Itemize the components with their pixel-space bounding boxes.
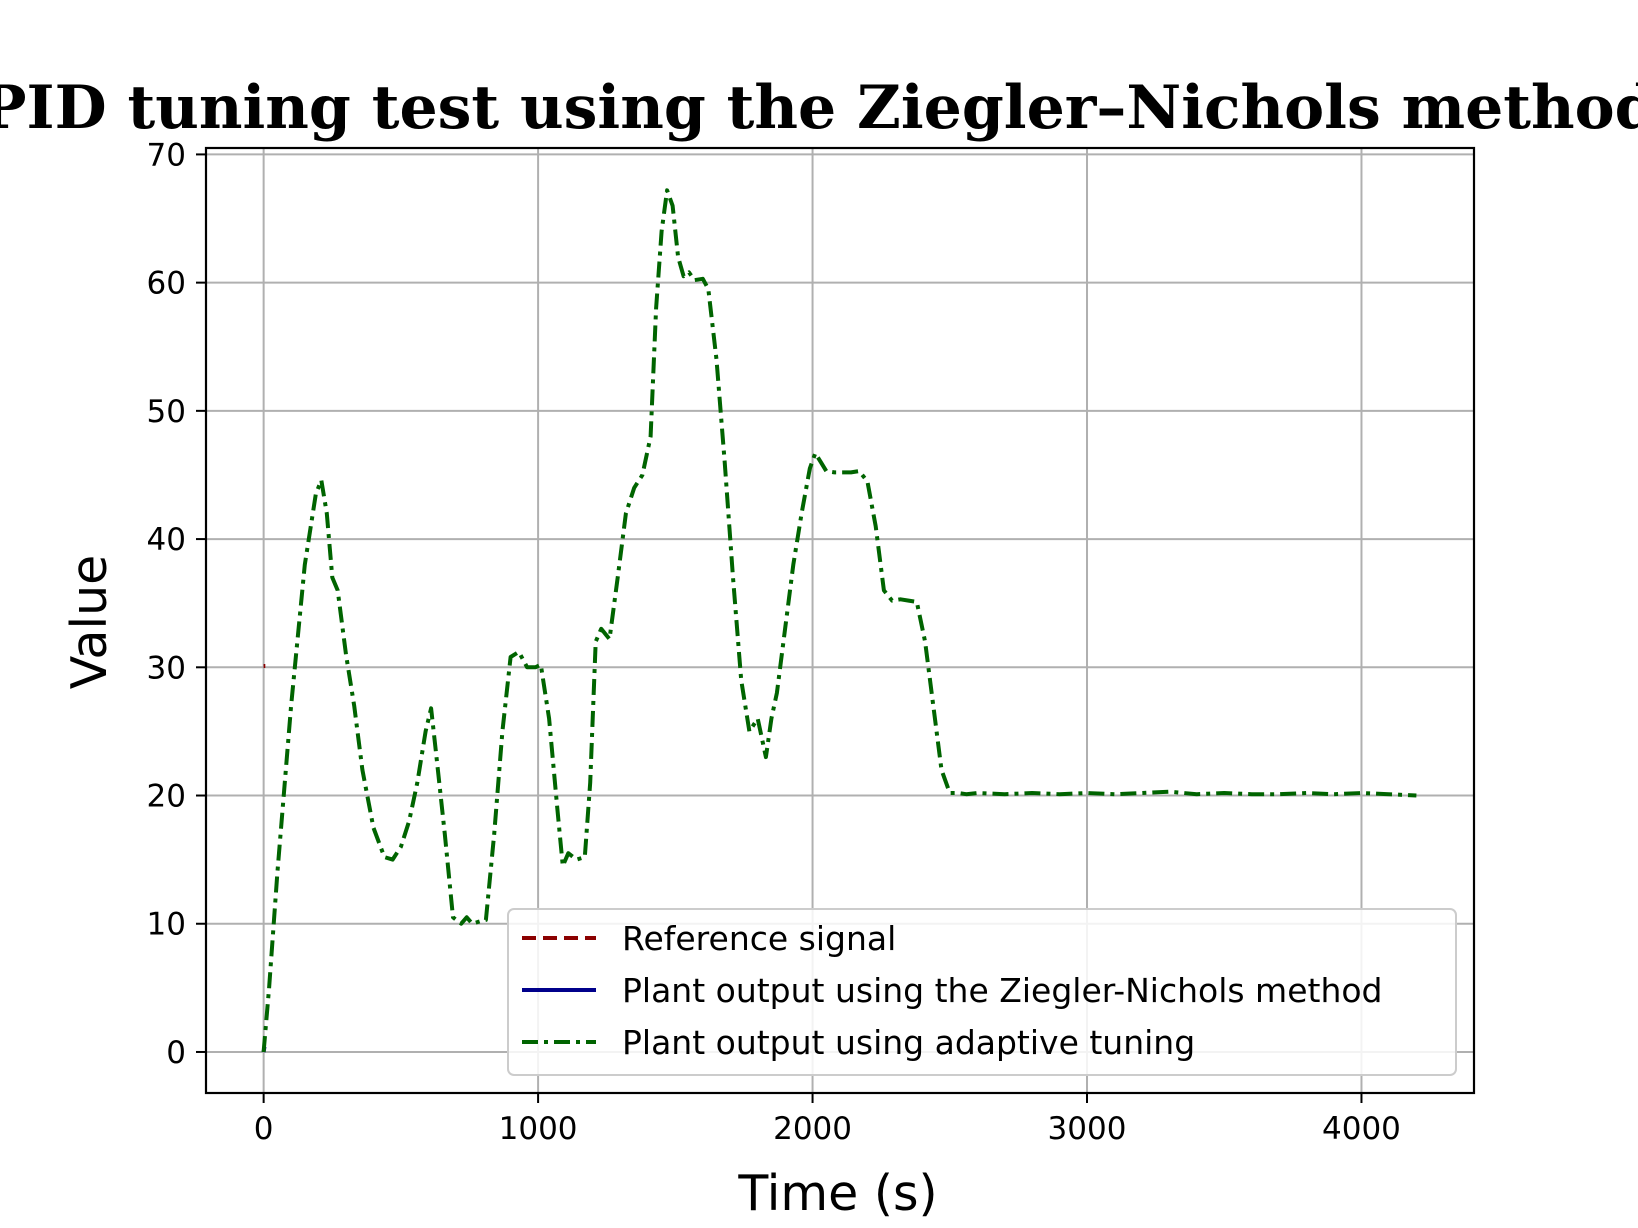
x-tick-label: 4000 [1322,1111,1401,1147]
y-axis-label: Value [61,555,118,690]
series-line-3 [261,188,1417,1053]
x-tick-label: 0 [254,1111,274,1147]
legend-label: Reference signal [622,919,896,958]
x-tick-label: 2000 [773,1111,852,1147]
y-tick-label: 50 [147,394,186,430]
plot-frame [204,146,1476,1095]
ticks: 0 1000 2000 3000 4000 0 10 20 30 40 50 60 70 [147,137,1401,1147]
legend-label: Plant output using adaptive tuning [622,1023,1195,1062]
y-tick-label: 10 [147,907,186,943]
y-tick-label: 30 [147,650,186,686]
y-tick-label: 70 [147,137,186,173]
x-tick-label: 3000 [1048,1111,1127,1147]
series-layer [261,188,1417,1053]
legend: Reference signal Plant output using the Z… [507,908,1457,1076]
y-tick-label: 60 [147,266,186,302]
chart-title: PID tuning test using the Ziegler–Nichol… [0,73,1638,143]
legend-label: Plant output using the Ziegler-Nichols m… [622,971,1383,1010]
legend-frame [507,908,1457,1076]
y-tick-label: 20 [147,779,186,815]
y-tick-label: 0 [166,1035,186,1071]
x-tick-label: 1000 [499,1111,578,1147]
x-axis-label: Time (s) [737,1165,937,1222]
y-tick-label: 40 [147,522,186,558]
